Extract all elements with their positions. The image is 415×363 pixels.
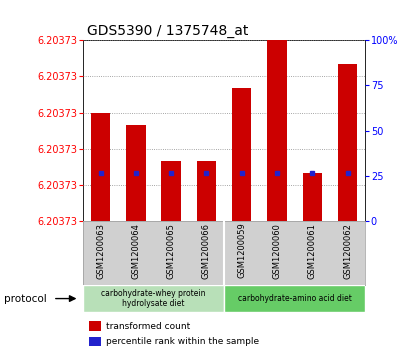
Bar	[224, 285, 365, 312]
Text: GSM1200066: GSM1200066	[202, 223, 211, 279]
Bar	[197, 161, 216, 221]
Bar	[232, 88, 251, 221]
Text: carbohydrate-whey protein
hydrolysate diet: carbohydrate-whey protein hydrolysate di…	[101, 289, 206, 308]
Text: GSM1200059: GSM1200059	[237, 223, 246, 278]
Text: GSM1200062: GSM1200062	[343, 223, 352, 278]
Text: transformed count: transformed count	[105, 322, 190, 331]
Bar	[161, 161, 181, 221]
Text: protocol: protocol	[4, 294, 47, 303]
Text: GSM1200063: GSM1200063	[96, 223, 105, 279]
Text: GDS5390 / 1375748_at: GDS5390 / 1375748_at	[87, 24, 249, 38]
Bar	[267, 40, 287, 221]
Bar	[91, 113, 110, 221]
Text: GSM1200060: GSM1200060	[273, 223, 281, 278]
Text: GSM1200064: GSM1200064	[132, 223, 140, 278]
Bar	[303, 173, 322, 221]
Bar	[89, 337, 101, 346]
Text: percentile rank within the sample: percentile rank within the sample	[105, 337, 259, 346]
Bar	[83, 285, 224, 312]
Bar	[89, 321, 101, 330]
Text: GSM1200065: GSM1200065	[167, 223, 176, 278]
Bar	[338, 64, 357, 221]
Text: carbohydrate-amino acid diet: carbohydrate-amino acid diet	[238, 294, 352, 303]
Bar	[126, 125, 146, 221]
Text: GSM1200061: GSM1200061	[308, 223, 317, 278]
